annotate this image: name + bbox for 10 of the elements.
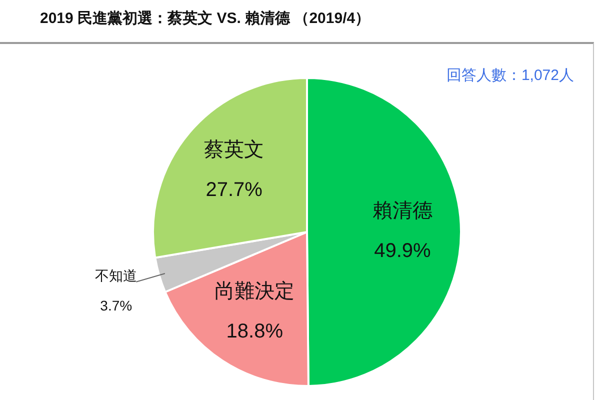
data-label: 49.9% xyxy=(374,240,432,262)
chart-title: 2019 民進黨初選：蔡英文 VS. 賴清德 （2019/4） xyxy=(40,9,370,28)
slice-label: 尚難決定 xyxy=(214,280,295,302)
data-label: 18.8% xyxy=(226,320,284,342)
slice-label: 蔡英文 xyxy=(204,138,264,161)
text: 回答人數：1,072人 xyxy=(446,66,574,85)
data-label: 3.7% xyxy=(100,298,132,314)
slice-label: 賴清德 xyxy=(372,200,432,222)
slice-label: 不知道 xyxy=(95,268,138,284)
data-label: 27.7% xyxy=(206,178,263,201)
